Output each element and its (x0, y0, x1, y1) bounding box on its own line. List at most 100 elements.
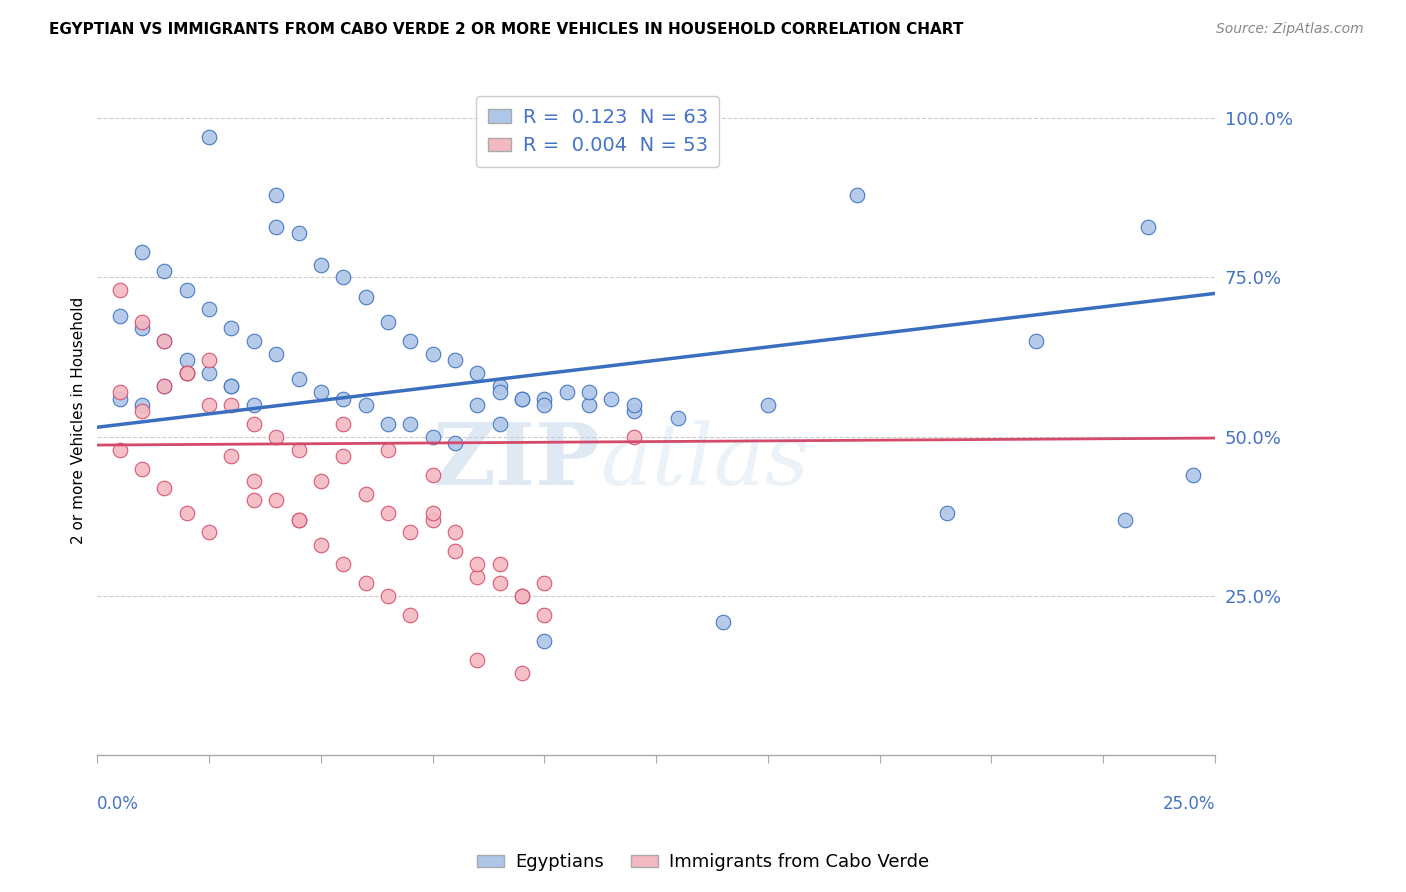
Point (153, 379, 176, 393)
Point (488, 379, 510, 393)
Point (198, 302, 221, 317)
Point (243, 398, 266, 412)
Point (176, 366, 198, 380)
Legend: Egyptians, Immigrants from Cabo Verde: Egyptians, Immigrants from Cabo Verde (470, 847, 936, 879)
Text: atlas: atlas (600, 419, 810, 502)
Point (623, 430, 645, 444)
Point (600, 392, 623, 406)
Point (243, 334, 266, 349)
Point (287, 442, 309, 457)
Point (488, 558, 510, 572)
Point (354, 487, 377, 501)
Point (287, 226, 309, 240)
Point (377, 442, 399, 457)
Point (444, 436, 467, 450)
Point (176, 506, 198, 520)
Text: ZIP: ZIP (433, 419, 600, 503)
Point (198, 398, 221, 412)
Point (488, 385, 510, 400)
Point (131, 398, 153, 412)
Point (131, 245, 153, 260)
Text: EGYPTIAN VS IMMIGRANTS FROM CABO VERDE 2 OR MORE VEHICLES IN HOUSEHOLD CORRELATI: EGYPTIAN VS IMMIGRANTS FROM CABO VERDE 2… (49, 22, 963, 37)
Point (935, 506, 957, 520)
Point (510, 589, 533, 603)
Point (332, 558, 354, 572)
Point (1025, 334, 1047, 349)
Point (465, 398, 488, 412)
Point (221, 321, 243, 335)
Point (332, 392, 354, 406)
Point (377, 315, 399, 329)
Point (1181, 468, 1204, 483)
Point (510, 392, 533, 406)
Point (243, 417, 266, 431)
Point (422, 347, 444, 361)
Point (221, 449, 243, 463)
Text: 0.0%: 0.0% (97, 796, 139, 814)
Point (422, 513, 444, 527)
Point (555, 385, 578, 400)
Point (332, 417, 354, 431)
Point (510, 392, 533, 406)
Point (444, 544, 467, 558)
Point (377, 506, 399, 520)
Point (533, 633, 555, 648)
Point (243, 475, 266, 489)
Point (264, 493, 287, 508)
Point (578, 385, 600, 400)
Point (668, 410, 690, 425)
Point (578, 398, 600, 412)
Point (198, 130, 221, 145)
Point (465, 570, 488, 584)
Point (153, 481, 176, 495)
Point (332, 270, 354, 285)
Text: Source: ZipAtlas.com: Source: ZipAtlas.com (1216, 22, 1364, 37)
Point (354, 576, 377, 591)
Point (465, 653, 488, 667)
Point (465, 558, 488, 572)
Point (287, 513, 309, 527)
Point (422, 506, 444, 520)
Point (510, 665, 533, 680)
Point (264, 347, 287, 361)
Point (108, 385, 131, 400)
Point (131, 461, 153, 475)
Point (309, 258, 332, 272)
Legend: R =  0.123  N = 63, R =  0.004  N = 53: R = 0.123 N = 63, R = 0.004 N = 53 (475, 96, 720, 167)
Point (221, 379, 243, 393)
Point (176, 366, 198, 380)
Point (756, 398, 779, 412)
Point (488, 417, 510, 431)
Point (108, 283, 131, 297)
Point (131, 315, 153, 329)
Point (264, 219, 287, 234)
Point (623, 404, 645, 418)
Text: 25.0%: 25.0% (1163, 796, 1215, 814)
Point (131, 404, 153, 418)
Point (444, 525, 467, 540)
Point (287, 513, 309, 527)
Point (465, 366, 488, 380)
Point (354, 290, 377, 304)
Point (846, 187, 869, 202)
Point (221, 398, 243, 412)
Point (264, 430, 287, 444)
Point (198, 353, 221, 368)
Point (623, 398, 645, 412)
Point (510, 589, 533, 603)
Point (488, 576, 510, 591)
Point (264, 187, 287, 202)
Point (309, 538, 332, 552)
Point (108, 392, 131, 406)
Point (198, 525, 221, 540)
Point (377, 417, 399, 431)
Point (309, 385, 332, 400)
Point (533, 398, 555, 412)
Point (198, 366, 221, 380)
Point (153, 334, 176, 349)
Point (108, 309, 131, 323)
Point (354, 398, 377, 412)
Point (533, 576, 555, 591)
Point (287, 372, 309, 386)
Point (422, 430, 444, 444)
